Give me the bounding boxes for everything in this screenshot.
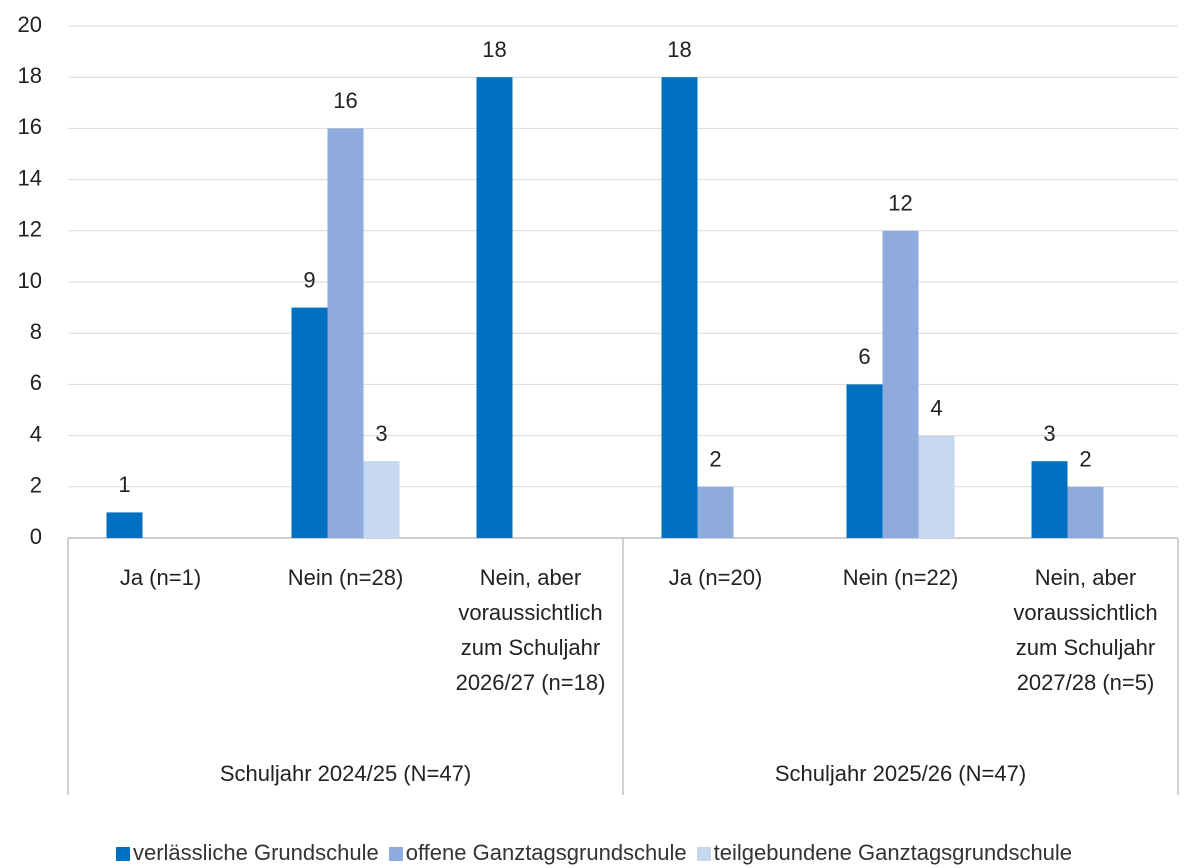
bar [476,77,513,538]
bar [661,77,698,538]
y-tick-label: 12 [18,217,42,242]
x-tick-label: Ja (n=1) [119,565,202,590]
value-label: 4 [930,395,942,420]
legend-label: teilgebundene Ganztagsgrundschule [713,840,1073,865]
group-label: Schuljahr 2025/26 (N=47) [775,761,1026,786]
group-label: Schuljahr 2024/25 (N=47) [220,761,471,786]
x-tick-label: Nein, aber voraussichtlich zum Schuljahr… [455,565,606,695]
value-label: 2 [1079,447,1091,472]
value-label: 1 [118,472,130,497]
y-tick-label: 4 [30,421,42,446]
bar [882,230,919,539]
y-tick-label: 18 [18,63,42,88]
value-label: 2 [709,447,721,472]
value-label: 18 [482,37,506,62]
x-tick-label: Nein (n=28) [287,565,404,590]
x-tick-label: Nein, aber voraussichtlich zum Schuljahr… [1013,565,1158,695]
value-label: 6 [858,344,870,369]
bar [697,486,734,538]
y-tick-label: 20 [18,12,42,37]
bar [363,461,400,538]
bar [1067,486,1104,538]
bar [918,435,955,538]
y-tick-label: 10 [18,268,42,293]
y-tick-label: 2 [30,473,42,498]
value-label: 3 [1043,421,1055,446]
legend: verlässliche Grundschule offene Ganztagsg… [0,840,1198,866]
bar [846,384,883,538]
value-label: 3 [375,421,387,446]
bar [106,512,143,538]
y-tick-label: 14 [18,165,42,190]
x-tick-label: Ja (n=20) [668,565,763,590]
value-label: 18 [667,37,691,62]
value-label: 9 [303,267,315,292]
bar [1031,461,1068,538]
value-label: 16 [333,88,357,113]
bar [291,307,328,538]
y-tick-label: 8 [30,319,42,344]
y-tick-label: 0 [30,524,42,549]
y-tick-label: 6 [30,370,42,395]
legend-label: verlässliche Grundschule [132,840,379,865]
x-tick-label: Nein (n=22) [842,565,959,590]
legend-swatch [115,847,130,862]
bar [327,128,364,538]
legend-swatch [696,847,711,862]
y-tick-label: 16 [18,114,42,139]
legend-swatch [388,847,403,862]
value-label: 12 [888,191,912,216]
legend-label: offene Ganztagsgrundschule [405,840,687,865]
